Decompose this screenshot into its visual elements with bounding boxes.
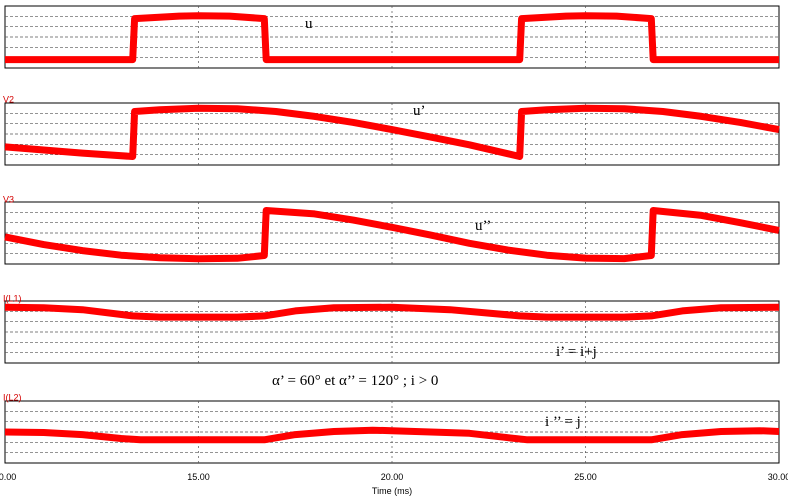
x-tick-label: 20.00	[381, 472, 404, 482]
x-axis-label: Time (ms)	[372, 486, 412, 496]
x-tick-label: 15.00	[187, 472, 210, 482]
x-tick-label: 30.00	[768, 472, 788, 482]
waveform-label: u’’	[475, 218, 491, 234]
caption: α’ = 60° et α’’ = 120° ; i > 0	[272, 373, 438, 389]
panel-title: V2	[3, 94, 14, 104]
panel-3: V3 u’’	[3, 194, 780, 265]
panel-title: I(L2)	[3, 392, 22, 402]
x-tick-label: 25.00	[574, 472, 597, 482]
waveform-trace	[4, 207, 780, 263]
waveform-label: u’	[413, 103, 426, 119]
waveform-label: i’ = i+j	[556, 344, 597, 360]
waveform-trace	[4, 104, 780, 160]
waveform-panels: u V2 u’ V3 u’’ I(L1) i’ = i+j I(L2) i ’’ = j	[3, 5, 780, 464]
panel-1: u	[4, 5, 780, 69]
x-axis-ticks: 10.00 15.00 20.00 25.00 30.00	[0, 472, 788, 482]
panel-4: I(L1) i’ = i+j	[3, 293, 780, 364]
waveform-label: u	[305, 16, 313, 32]
panel-5: I(L2) i ’’ = j	[3, 392, 780, 464]
panel-2: V2 u’	[3, 94, 780, 166]
waveform-trace	[4, 426, 780, 444]
waveform-trace	[4, 303, 780, 321]
x-tick-label: 10.00	[0, 472, 16, 482]
panel-title: I(L1)	[3, 293, 22, 303]
waveform-trace	[5, 12, 779, 64]
panel-title: V3	[3, 194, 14, 204]
waveform-label: i ’’ = j	[545, 414, 581, 430]
